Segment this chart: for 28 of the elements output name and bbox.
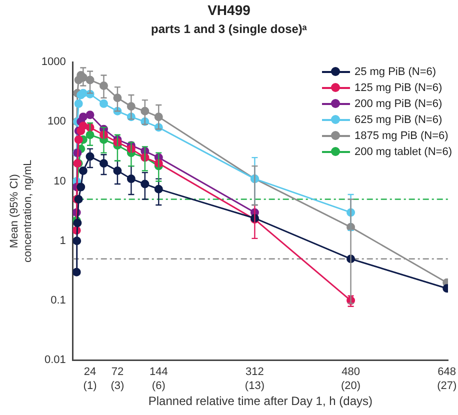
y-tick-label: 100 [48, 116, 66, 128]
x-tick-label: 648 [438, 366, 456, 378]
x2-tick-label: (6) [152, 380, 166, 392]
chart-title: VH499 [206, 2, 252, 18]
x-tick-label: 144 [149, 366, 168, 378]
x2-tick-label: (27) [437, 380, 457, 392]
legend-label: 625 mg PiB (N=6) [354, 114, 442, 126]
legend-label: 25 mg PiB (N=6) [354, 66, 436, 78]
x-tick-label: 72 [111, 366, 124, 378]
y-tick-label: 1 [60, 234, 66, 247]
y-axis-title: Mean (95% CI) concentration, ng/mL [8, 160, 34, 262]
x-tick-label: 312 [246, 366, 264, 378]
y-tick-label: 0.1 [50, 294, 66, 307]
legend-label: 1875 mg PiB (N=6) [354, 130, 448, 142]
x-axis-title: Planned relative time after Day 1, h (days) [148, 394, 372, 408]
x2-tick-label: (1) [83, 380, 97, 392]
x2-tick-label: (13) [244, 380, 264, 392]
x-tick-label: 480 [342, 366, 360, 378]
legend-label: 200 mg PiB (N=6) [354, 98, 442, 110]
y-tick-label: 1000 [41, 56, 66, 68]
x-tick-label: 24 [84, 366, 96, 378]
legend-label: 200 mg tablet (N=6) [354, 146, 452, 158]
x2-tick-label: (20) [341, 380, 361, 392]
chart-subtitle: parts 1 and 3 (single dose)ᵃ [150, 22, 308, 36]
y-tick-label: 0.01 [44, 354, 66, 366]
x2-tick-label: (3) [110, 380, 124, 392]
y-tick-label: 10 [54, 175, 66, 188]
legend-label: 125 mg PiB (N=6) [354, 82, 442, 94]
